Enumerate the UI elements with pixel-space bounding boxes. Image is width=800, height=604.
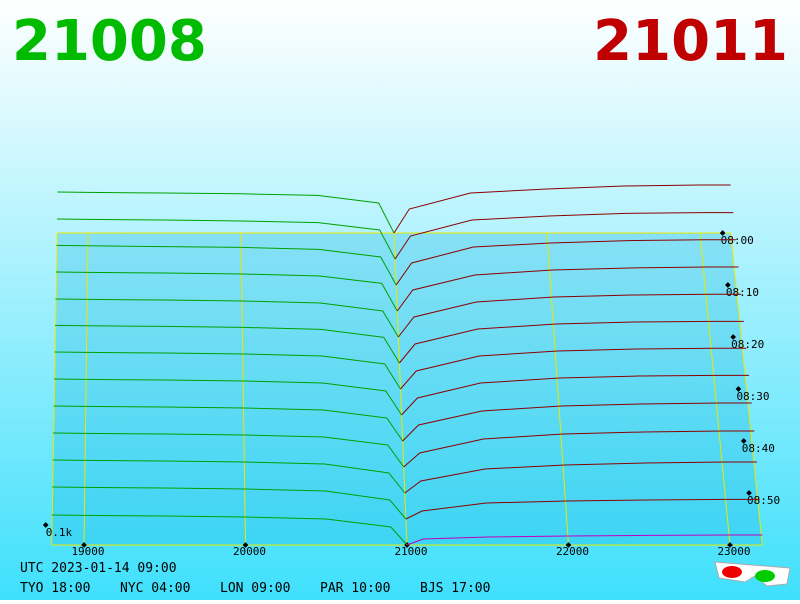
- bid-depth-line: [52, 459, 406, 494]
- bid-depth-line: [51, 514, 408, 546]
- ask-depth-line: [403, 430, 755, 468]
- ask-depth-line: [397, 293, 742, 338]
- time-tick: [735, 386, 742, 392]
- city-time: TYO 18:00: [20, 581, 90, 596]
- bid-depth-line: [55, 271, 398, 312]
- ask-price: 21011: [593, 9, 788, 74]
- grid-line: [699, 232, 731, 546]
- time-label: 08:00: [721, 234, 754, 247]
- time-label: 08:20: [731, 338, 764, 351]
- utc-time: UTC 2023-01-14 09:00: [20, 561, 177, 576]
- x-tick-label: 22000: [556, 545, 589, 558]
- floor-edge: [730, 232, 763, 546]
- ask-depth-line: [405, 498, 760, 520]
- city-time: NYC 04:00: [120, 581, 190, 596]
- grid-line: [83, 232, 89, 546]
- grid-line: [240, 232, 246, 546]
- city-time: LON 09:00: [220, 581, 290, 596]
- time-tick: [746, 490, 752, 496]
- time-tick: [730, 334, 736, 340]
- time-tick: [719, 230, 726, 236]
- 3d-glasses-icon[interactable]: [714, 561, 791, 587]
- tick-mark: [42, 522, 49, 528]
- tick-mark: [81, 542, 87, 548]
- ask-depth-line: [395, 239, 736, 286]
- x-tick-label: 23000: [717, 545, 750, 558]
- ask-depth-line: [400, 347, 747, 390]
- time-label: 08:30: [736, 390, 769, 403]
- z-tick-label: 0.1k: [46, 526, 73, 539]
- bid-depth-line: [56, 244, 397, 286]
- ask-depth-line: [393, 184, 731, 234]
- bid-depth-line: [53, 405, 404, 442]
- city-time: PAR 10:00: [320, 581, 390, 596]
- time-tick: [740, 438, 747, 444]
- ask-depth-line: [401, 374, 750, 416]
- ask-depth-line: [399, 320, 744, 364]
- ask-depth-line: [394, 212, 734, 260]
- bid-depth-line: [54, 351, 401, 390]
- bid-depth-line: [52, 486, 407, 520]
- tick-mark: [727, 542, 733, 548]
- bid-depth-line: [54, 378, 403, 416]
- ask-depth-line: [406, 534, 763, 546]
- tick-mark: [242, 542, 249, 548]
- time-label: 08:10: [726, 286, 759, 299]
- floor: [51, 233, 763, 545]
- grid-line: [546, 232, 569, 546]
- x-tick-label: 19000: [71, 545, 104, 558]
- bid-depth-line: [57, 191, 395, 234]
- bid-depth-line: [55, 324, 400, 364]
- x-tick-label: 21000: [394, 545, 427, 558]
- bid-price: 21008: [12, 9, 207, 74]
- city-times: TYO 18:00 NYC 04:00 LON 09:00 PAR 10:00 BJS …: [20, 581, 490, 596]
- bid-depth-line: [56, 218, 396, 260]
- time-tick: [725, 282, 731, 288]
- floor-edge: [51, 232, 58, 546]
- time-label: 08:40: [742, 442, 775, 455]
- ask-depth-line: [402, 402, 752, 442]
- ask-depth-line: [396, 266, 739, 312]
- time-label: 08:50: [747, 494, 780, 507]
- bid-depth-line: [53, 432, 405, 468]
- city-time: BJS 17:00: [420, 581, 490, 596]
- bid-depth-line: [55, 298, 399, 338]
- ask-depth-line: [404, 461, 758, 494]
- tick-mark: [565, 542, 572, 548]
- x-tick-label: 20000: [233, 545, 266, 558]
